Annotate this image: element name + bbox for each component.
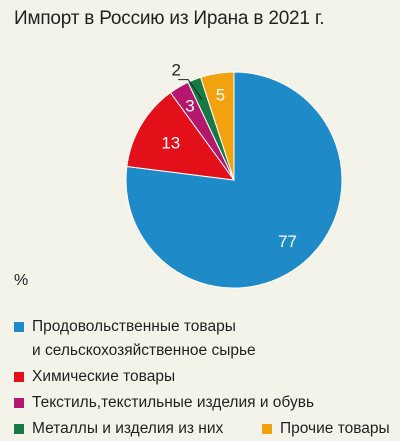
legend-swatch [14,372,24,382]
legend-label-line: Прочие товары [280,420,390,437]
legend-label: Химические товары [32,367,175,387]
legend-label-line: Текстиль,текстильные изделия и обувь [32,394,315,411]
legend-label-line: Металлы и изделия из них [32,420,224,437]
unit-label: % [14,272,29,289]
legend-label-line: Химические товары [32,368,176,385]
legend-label: Продовольственные товары и сельскохозяйст… [32,317,256,361]
leader-line-4 [178,79,203,100]
legend-label: Текстиль,текстильные изделия и обувь [32,393,314,413]
legend-swatch [14,424,24,434]
slice-label-4: 2 [171,61,180,80]
slice-label-1: 77 [278,232,297,251]
slice-label-5: 5 [216,86,225,105]
legend-label-line: Продовольственные товары [32,318,236,335]
legend-label-line: и сельскохозяйственное сырье [32,342,256,359]
slice-label-3: 3 [185,97,194,116]
slice-label-2: 13 [161,134,180,153]
legend-label: Прочие товары [280,419,390,439]
pie-slice-2 [126,91,236,181]
legend-swatch [262,424,272,434]
legend-swatch [14,398,24,408]
pie-chart: 77 13 32 5 [125,61,343,289]
pie-slice-5 [199,71,235,181]
legend-label: Металлы и изделия из них [32,419,223,439]
legend-swatch [14,322,24,332]
chart-title: Импорт в Россию из Ирана в 2021 г. [14,8,325,29]
